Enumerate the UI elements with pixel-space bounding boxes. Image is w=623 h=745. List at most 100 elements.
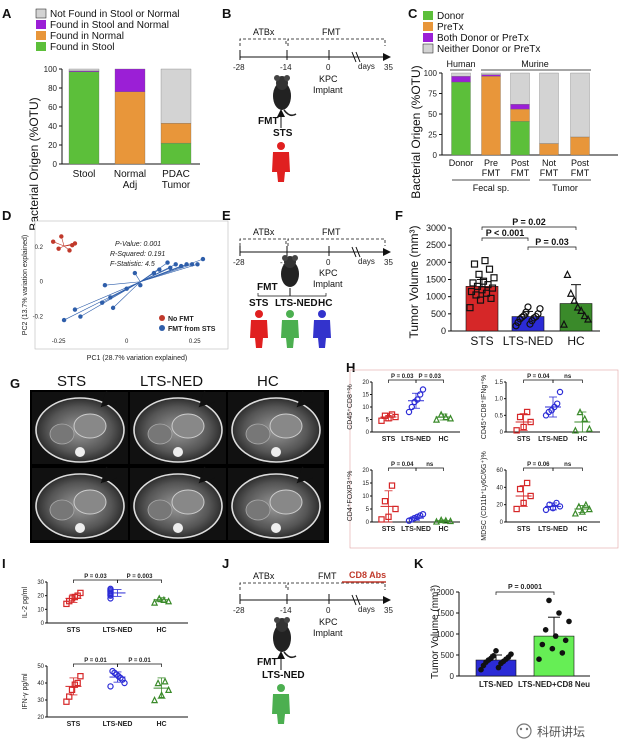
ct-spine bbox=[75, 523, 85, 533]
data-point bbox=[61, 317, 67, 323]
data-point bbox=[70, 242, 75, 248]
panel-letter-d: D bbox=[2, 208, 11, 223]
x-tick-label: STS bbox=[67, 721, 81, 728]
bar-segment bbox=[114, 68, 146, 92]
data-point bbox=[408, 403, 415, 411]
pvalue-label: P = 0.0001 bbox=[508, 584, 542, 591]
fmt-arrow-label-e: FMT bbox=[257, 282, 278, 293]
pvalue-bracket bbox=[117, 579, 162, 583]
data-point bbox=[470, 260, 479, 268]
x-tick-label: LTS-NED bbox=[538, 436, 568, 443]
data-point bbox=[151, 270, 157, 276]
x-tick-label: Not bbox=[542, 158, 557, 168]
pvalue-bracket bbox=[73, 663, 118, 667]
x-tick-label: HC bbox=[577, 436, 587, 443]
x-tick-label: Donor bbox=[449, 158, 474, 168]
y-tick-label: 20 bbox=[362, 380, 369, 386]
ct-tumor bbox=[73, 489, 107, 515]
y-tick-label: 2000 bbox=[436, 588, 454, 597]
bar-segment bbox=[481, 76, 501, 156]
data-point bbox=[405, 408, 413, 416]
donor-label-lts-ned-j: LTS-NED bbox=[262, 670, 305, 681]
panel-j-timeline: ATBx FMT CD8 Abs -28 -14 0 35 days KPC I… bbox=[233, 570, 393, 724]
ct-skin bbox=[35, 397, 125, 463]
panel-g-ct-images: STS LTS-NED HC bbox=[30, 373, 329, 543]
watermark: 科研讲坛 bbox=[516, 723, 585, 739]
group-label-tumor: Tumor bbox=[552, 183, 578, 193]
data-point bbox=[571, 509, 579, 517]
fmt-label: FMT bbox=[322, 27, 341, 37]
y-tick-label: 0 bbox=[41, 621, 45, 627]
data-point bbox=[513, 505, 520, 513]
data-point bbox=[195, 262, 200, 267]
data-point bbox=[110, 305, 116, 311]
group-label-fecal: Fecal sp. bbox=[473, 183, 510, 193]
y-tick-label: 50 bbox=[428, 110, 437, 119]
bar-segment bbox=[510, 121, 530, 156]
x-tick-label: FMT bbox=[571, 168, 590, 178]
bar-segment bbox=[481, 74, 501, 77]
pvalue-label: P = 0.01 bbox=[128, 658, 151, 664]
bar-segment bbox=[539, 143, 559, 156]
x-tick-label: HC bbox=[567, 334, 585, 348]
panel-f-y-axis-label: Tumor Volume (mm³) bbox=[407, 226, 421, 339]
ct-tumor bbox=[269, 489, 303, 515]
x-tick-label: LTS-NED bbox=[103, 721, 133, 728]
cd8-abs-label: CD8 Abs bbox=[349, 570, 386, 580]
ct-tumor bbox=[73, 413, 107, 439]
bar-segment bbox=[160, 142, 192, 165]
y-tick-label: 5 bbox=[366, 418, 370, 424]
panel-letter-j: J bbox=[222, 556, 229, 571]
bar bbox=[465, 286, 499, 332]
y-tick-label: 40 bbox=[496, 485, 503, 491]
donor-label-lts-ned-e: LTS-NED bbox=[275, 298, 318, 309]
human-icon-blue-e bbox=[313, 310, 331, 348]
pvalue-label: ns bbox=[564, 462, 572, 468]
panel-c-stacked-bar-chart: Donor PreTx Both Donor or PreTx Neither … bbox=[409, 11, 618, 199]
panel-i-plot: 0 10 20 30 STS LTS-NED HC P = 0.03 P = 0.003 IL-2… bbox=[22, 574, 188, 728]
panel-a-y-axis-label: Bacterial Origen (%OTU) bbox=[27, 97, 41, 230]
stat-f-statistic: F-Statistic: 4.5 bbox=[110, 261, 155, 268]
data-point bbox=[59, 234, 64, 239]
data-point bbox=[513, 427, 520, 434]
x-tick-label: FMT bbox=[511, 168, 530, 178]
data-point bbox=[107, 683, 114, 690]
data-point bbox=[157, 267, 162, 272]
y-tick-label: 15 bbox=[362, 481, 369, 487]
data-point bbox=[523, 408, 531, 416]
bar bbox=[533, 635, 575, 677]
data-point bbox=[566, 288, 575, 297]
data-point bbox=[478, 666, 484, 673]
x-tick-label: HC bbox=[577, 526, 587, 533]
group-label-murine: Murine bbox=[521, 59, 549, 69]
y-tick-label: 20 bbox=[37, 594, 44, 600]
ct-spine bbox=[173, 447, 183, 457]
data-point bbox=[549, 645, 556, 652]
human-icon-red-e bbox=[250, 310, 268, 348]
y-tick-label: 5 bbox=[366, 507, 370, 513]
y-tick-label: 0 bbox=[366, 520, 370, 526]
ct-organ bbox=[245, 423, 271, 445]
panel-c-y-axis-label: Bacterial Origen (%OTU) bbox=[409, 65, 423, 198]
y-tick-label: 1000 bbox=[436, 630, 454, 639]
tick-0-j: 0 bbox=[326, 606, 331, 615]
ct-arrow bbox=[198, 390, 216, 408]
x-tick-label: Pre bbox=[484, 158, 498, 168]
y-tick-label: 1000 bbox=[426, 292, 446, 302]
data-point bbox=[546, 501, 553, 508]
panel-k-bar-chart: Tumor Volume (mm³) 0 500 1000 1500 2000 LTS-N… bbox=[430, 584, 590, 689]
data-point bbox=[189, 262, 195, 267]
data-point bbox=[467, 287, 476, 296]
x-tick-label: LTS-NED bbox=[479, 680, 513, 689]
ct-skin bbox=[231, 397, 321, 463]
data-point bbox=[108, 295, 113, 300]
y-tick-label: 40 bbox=[48, 122, 57, 131]
data-point bbox=[109, 667, 116, 675]
pvalue-bracket bbox=[495, 591, 555, 595]
legend-label-not-found: Not Found in Stool or Normal bbox=[50, 9, 180, 20]
pvalue-label: P = 0.04 bbox=[391, 462, 414, 468]
data-point bbox=[414, 396, 421, 403]
pvalue-label: P = 0.04 bbox=[527, 374, 550, 380]
